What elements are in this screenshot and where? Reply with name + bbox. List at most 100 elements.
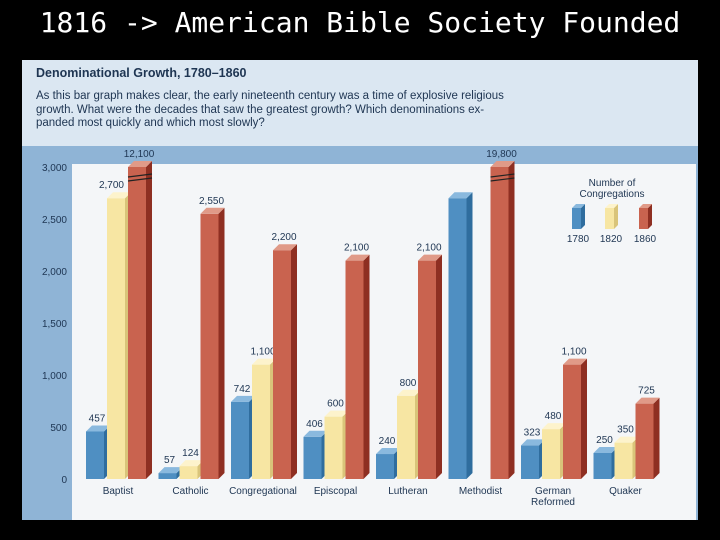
y-tick-label: 2,500: [42, 215, 67, 226]
data-label: 350: [617, 425, 634, 436]
bar: [303, 436, 322, 479]
figure-panel: Denominational Growth, 1780–1860 As this…: [22, 60, 698, 520]
bar-top: [303, 430, 328, 437]
legend-swatch-top: [605, 204, 618, 208]
y-tick-label: 2,000: [42, 267, 67, 278]
legend-label: 1820: [600, 234, 623, 245]
data-label: 1,100: [561, 347, 586, 358]
y-tick-label: 500: [50, 423, 67, 434]
y-tick-label: 0: [61, 475, 67, 486]
bar-top: [397, 389, 421, 396]
bar: [200, 213, 219, 480]
category-label: German: [535, 486, 571, 497]
data-label: 600: [327, 399, 344, 410]
bar: [593, 453, 612, 479]
bar-top: [635, 397, 660, 404]
data-label: 2,200: [271, 232, 296, 243]
legend-swatch: [572, 208, 581, 229]
data-label: 480: [545, 411, 562, 422]
data-label: 725: [638, 386, 655, 397]
axis-break: [127, 177, 153, 182]
bar: [376, 454, 394, 479]
y-tick-label: 1,500: [42, 319, 67, 330]
bar: [252, 364, 270, 479]
bar: [128, 167, 146, 479]
bar: [418, 260, 436, 479]
bar-chart: 0 500 1,000 1,500 2,000 2,500 3,000 457 2,700 12,…: [42, 149, 660, 508]
bar-side: [436, 254, 442, 479]
bar-top: [158, 467, 183, 474]
bar-top: [521, 439, 545, 446]
category-label: Catholic: [172, 486, 208, 497]
legend-swatch-side: [614, 204, 618, 229]
bar: [448, 198, 467, 479]
legend-swatch-side: [581, 204, 585, 229]
bar-top: [418, 254, 442, 261]
bar: [179, 466, 198, 479]
data-label: 406: [306, 419, 323, 430]
data-label: 457: [89, 413, 106, 424]
bar-top: [252, 358, 276, 365]
bar-top: [231, 395, 255, 402]
legend-label: 1860: [634, 234, 657, 245]
category-label: Methodist: [459, 486, 503, 497]
bar: [86, 431, 104, 479]
bar: [345, 260, 364, 479]
bar-top: [345, 254, 370, 261]
data-label: 2,700: [99, 180, 124, 191]
data-label: 124: [182, 448, 199, 459]
legend-swatch-top: [639, 204, 652, 208]
bar-top: [107, 192, 131, 199]
bar-top: [563, 358, 587, 365]
bar-top: [448, 192, 473, 199]
data-label: 2,100: [416, 243, 441, 254]
y-tick-label: 3,000: [42, 163, 67, 174]
legend-swatch-top: [572, 204, 585, 208]
caption-line: growth. What were the decades that saw t…: [36, 103, 485, 116]
axis-break: [490, 173, 515, 178]
data-label: 57: [164, 455, 176, 466]
category-label: Episcopal: [314, 486, 357, 497]
bar: [397, 395, 415, 479]
caption-box: Denominational Growth, 1780–1860 As this…: [22, 60, 698, 146]
bar: [614, 442, 633, 479]
data-label: 742: [234, 384, 251, 395]
bar-side: [146, 161, 152, 479]
data-label: 2,100: [344, 243, 369, 254]
bar-top: [490, 161, 515, 167]
bar-top: [200, 207, 225, 214]
data-label: 800: [400, 378, 417, 389]
bar: [324, 416, 343, 479]
category-label: Congregational: [229, 486, 297, 497]
bar: [107, 198, 125, 479]
data-label: 12,100: [124, 149, 155, 160]
data-label: 2,550: [199, 196, 224, 207]
bar-top: [273, 244, 297, 251]
bar-top: [128, 161, 152, 167]
bar: [521, 445, 539, 479]
caption-line: panded most quickly and which most slowl…: [36, 117, 265, 129]
bar-top: [376, 448, 400, 455]
y-tick-label: 1,000: [42, 371, 67, 382]
bar: [273, 250, 291, 479]
bar: [542, 429, 560, 479]
bar-side: [218, 207, 225, 480]
bar-side: [363, 254, 370, 479]
legend-swatch: [605, 208, 614, 229]
caption-line: As this bar graph makes clear, the early…: [36, 90, 504, 102]
legend-title: Congregations: [579, 189, 644, 200]
bar-top: [324, 410, 349, 417]
bar-side: [291, 244, 297, 479]
bar-top: [86, 425, 110, 432]
bar-side: [581, 358, 587, 479]
bar-top: [542, 423, 566, 430]
bar-top: [179, 460, 204, 467]
legend-title: Number of: [589, 178, 636, 189]
legend-swatch: [639, 208, 648, 229]
category-label: Baptist: [103, 486, 134, 497]
bar-side: [653, 397, 660, 479]
category-label: Lutheran: [388, 486, 427, 497]
data-label: 323: [524, 427, 541, 438]
data-label: 1,100: [250, 347, 275, 358]
legend-swatch-side: [648, 204, 652, 229]
